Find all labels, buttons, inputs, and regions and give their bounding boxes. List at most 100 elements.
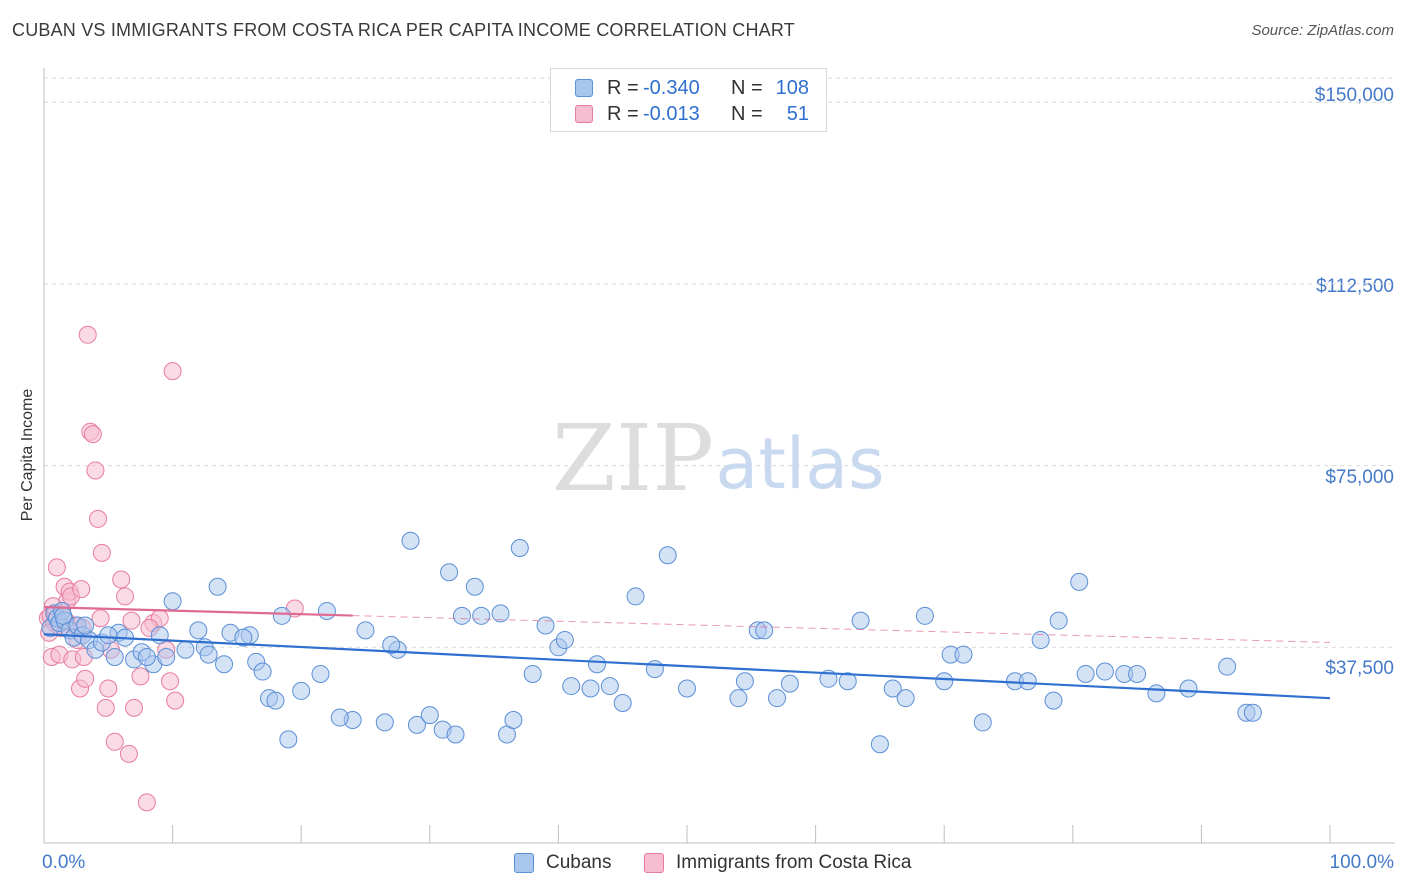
data-point-cubans: [176, 640, 195, 659]
data-point-costa-rica: [83, 425, 102, 444]
axes: [43, 68, 1395, 844]
data-point-cubans: [510, 538, 529, 557]
data-point-costa-rica: [89, 509, 108, 528]
data-point-costa-rica: [96, 698, 115, 717]
data-point-cubans: [137, 647, 156, 666]
data-point-cubans: [658, 546, 677, 565]
data-point-cubans: [587, 655, 606, 674]
data-point-cubans: [600, 677, 619, 696]
data-point-cubans: [440, 563, 459, 582]
data-point-cubans: [99, 626, 118, 645]
data-point-cubans: [208, 577, 227, 596]
data-point-costa-rica: [131, 667, 150, 686]
legend-label: Cubans: [546, 852, 612, 873]
data-point-cubans: [851, 611, 870, 630]
legend-label: Immigrants from Costa Rica: [676, 852, 912, 873]
chart-title: CUBAN VS IMMIGRANTS FROM COSTA RICA PER …: [12, 20, 795, 40]
data-point-cubans: [253, 662, 272, 681]
data-point-costa-rica: [47, 558, 66, 577]
data-point-cubans: [215, 655, 234, 674]
data-point-cubans: [266, 691, 285, 710]
data-point-cubans: [1243, 703, 1262, 722]
y-tick-label: $150,000: [1314, 85, 1394, 106]
data-point-costa-rica: [105, 732, 124, 751]
data-point-cubans: [954, 645, 973, 664]
data-point-cubans: [407, 715, 426, 734]
data-point-cubans: [1031, 631, 1050, 650]
legend-n-label: N =: [731, 102, 763, 125]
x-tick-label: 0.0%: [42, 852, 86, 873]
legend-swatch-blue: [514, 853, 534, 873]
series-legend: Cubans Immigrants from Costa Rica: [0, 852, 1406, 876]
data-point-cubans: [157, 647, 176, 666]
data-point-costa-rica: [72, 580, 91, 599]
data-point-cubans: [768, 689, 787, 708]
data-point-costa-rica: [112, 570, 131, 589]
trend-line-cubans: [43, 633, 1331, 700]
data-point-cubans: [504, 710, 523, 729]
source-label: Source: ZipAtlas.com: [1251, 22, 1394, 39]
data-point-costa-rica: [86, 461, 105, 480]
data-point-cubans: [272, 606, 291, 625]
data-point-costa-rica: [116, 587, 135, 606]
data-point-cubans: [199, 645, 218, 664]
data-point-cubans: [555, 631, 574, 650]
legend-n-value: 108: [775, 76, 809, 99]
watermark-atlas: atlas: [715, 423, 884, 505]
data-point-cubans: [780, 674, 799, 693]
trend-lines: [43, 605, 1331, 700]
legend-swatch-pink: [644, 853, 664, 873]
trend-line-costa-rica: [43, 605, 353, 617]
data-point-costa-rica: [125, 698, 144, 717]
legend-r-label: R =: [607, 76, 639, 99]
data-point-cubans: [1128, 664, 1147, 683]
data-point-cubans: [562, 677, 581, 696]
series-cubans-points: [41, 531, 1262, 754]
data-point-costa-rica: [161, 672, 180, 691]
data-point-cubans: [420, 706, 439, 725]
legend-n-value: 51: [786, 102, 809, 125]
data-point-cubans: [883, 679, 902, 698]
grid-lines: [44, 77, 1395, 648]
data-point-cubans: [1147, 684, 1166, 703]
data-point-costa-rica: [92, 543, 111, 562]
legend-row-costa-rica: R = -0.013 N = 51: [575, 102, 809, 126]
data-point-cubans: [356, 621, 375, 640]
data-point-costa-rica: [166, 691, 185, 710]
x-tick-label: 100.0%: [1329, 852, 1394, 873]
legend-row-cubans: R = -0.340 N = 108: [575, 76, 809, 100]
data-point-cubans: [523, 664, 542, 683]
data-point-cubans: [1179, 679, 1198, 698]
legend-r-value: -0.013: [643, 102, 700, 125]
legend-item-cubans[interactable]: Cubans: [514, 852, 612, 874]
data-point-cubans: [311, 664, 330, 683]
data-point-costa-rica: [163, 362, 182, 381]
data-point-cubans: [446, 725, 465, 744]
legend-swatch-blue: [575, 79, 593, 97]
data-point-cubans: [729, 689, 748, 708]
data-point-cubans: [1070, 572, 1089, 591]
data-point-cubans: [382, 635, 401, 654]
data-point-cubans: [491, 604, 510, 623]
legend-r-label: R =: [607, 102, 639, 125]
data-point-cubans: [234, 628, 253, 647]
legend-item-costa-rica[interactable]: Immigrants from Costa Rica: [644, 852, 911, 874]
data-point-cubans: [935, 672, 954, 691]
data-point-cubans: [1044, 691, 1063, 710]
watermark-zip: ZIP: [552, 405, 714, 512]
data-point-cubans: [1049, 611, 1068, 630]
data-point-cubans: [581, 679, 600, 698]
data-point-cubans: [163, 592, 182, 611]
series-costa-rica-points: [38, 325, 304, 812]
data-point-cubans: [678, 679, 696, 698]
data-point-cubans: [973, 713, 992, 732]
data-point-cubans: [292, 681, 311, 700]
legend-swatch-pink: [575, 105, 593, 123]
data-point-cubans: [1018, 672, 1037, 691]
data-point-costa-rica: [119, 744, 138, 763]
data-point-cubans: [1218, 657, 1237, 676]
data-point-costa-rica: [78, 325, 97, 344]
data-point-cubans: [1076, 664, 1095, 683]
data-point-costa-rica: [137, 793, 156, 812]
